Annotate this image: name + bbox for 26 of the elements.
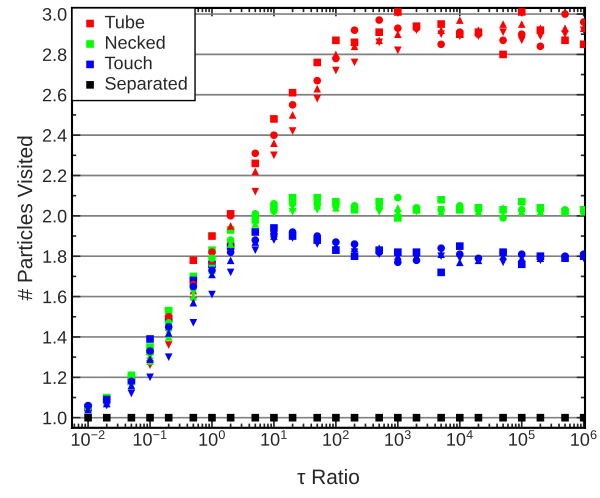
legend-label: Touch bbox=[104, 56, 152, 70]
y-axis-title: # Particles Visited bbox=[17, 136, 32, 300]
y-tick-label: 1.0 bbox=[43, 412, 66, 424]
x-tick-label: 10$^{4}$ bbox=[447, 430, 473, 446]
y-tick-label: 1.8 bbox=[43, 250, 66, 263]
y-tick-label: 1.4 bbox=[43, 331, 67, 344]
legend-label: Separated bbox=[105, 76, 187, 94]
y-tick-label: 2.2 bbox=[42, 169, 66, 182]
x-tick-label: 10$^{1}$ bbox=[261, 430, 287, 446]
x-tick-label: 10$^{3}$ bbox=[385, 430, 411, 446]
y-tick-label: 1.2 bbox=[43, 371, 66, 384]
y-tick-label: 1.6 bbox=[43, 290, 66, 304]
x-tick-label: 10$^{−1}$ bbox=[134, 430, 166, 446]
x-tick-label: 10$^{5}$ bbox=[509, 430, 535, 446]
x-tick-label: 10$^{−2}$ bbox=[72, 430, 105, 446]
legend-label: Necked bbox=[106, 36, 165, 49]
x-tick-label: 10$^{6}$ bbox=[571, 430, 597, 446]
x-tick-label: 10$^{2}$ bbox=[323, 430, 349, 446]
y-tick-label: 3.0 bbox=[42, 8, 66, 21]
x-tick-label: 10$^{0}$ bbox=[199, 430, 225, 446]
y-tick-label: 2.8 bbox=[42, 48, 66, 62]
x-axis-title: τ Ratio bbox=[297, 468, 359, 484]
legend-label: Tube bbox=[104, 15, 144, 28]
y-tick-label: 2.6 bbox=[42, 88, 66, 102]
y-tick-label: 2.0 bbox=[42, 210, 66, 223]
y-tick-label: 2.4 bbox=[42, 129, 67, 142]
